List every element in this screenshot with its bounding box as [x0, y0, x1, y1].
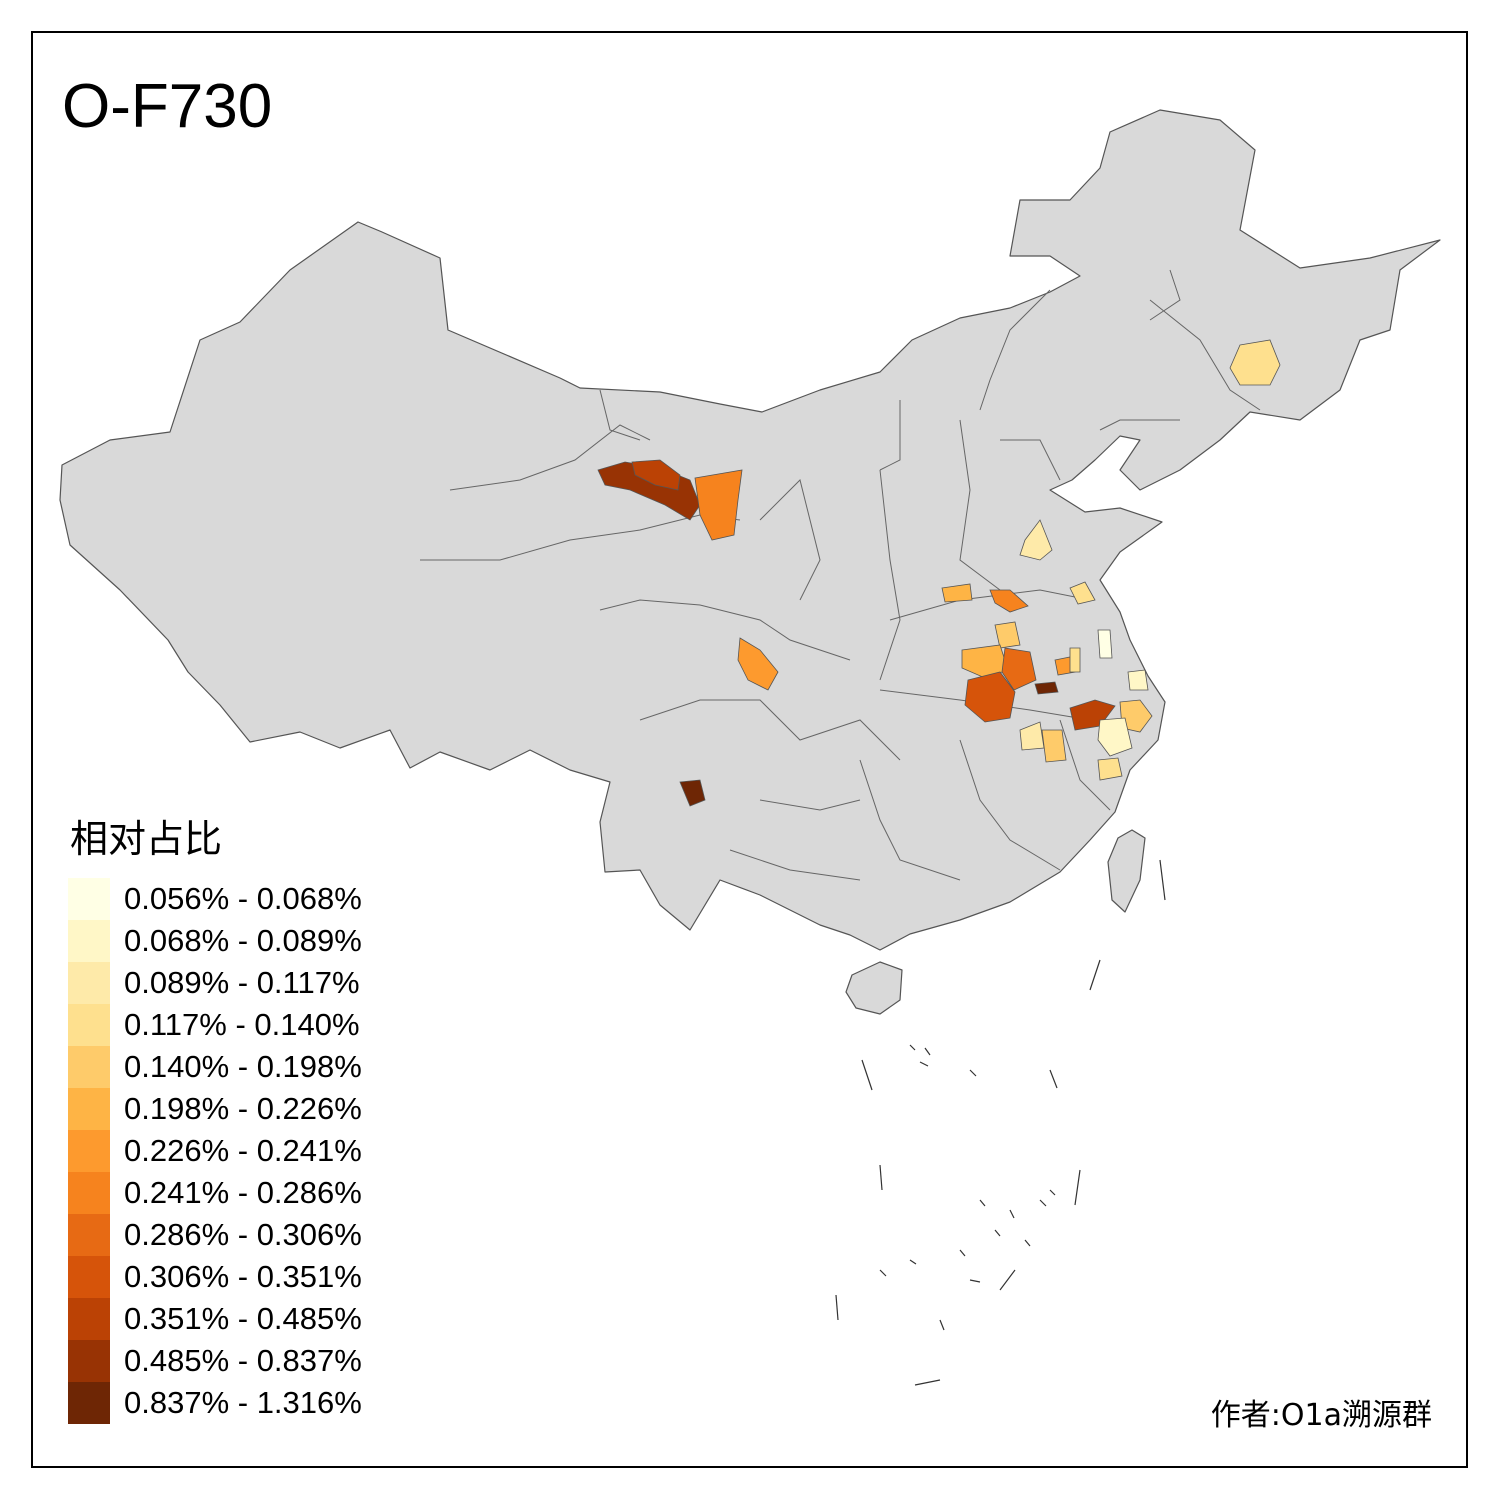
legend-item: 0.226% - 0.241% [68, 1129, 362, 1172]
region-zhejiang-c [1097, 757, 1123, 781]
legend-label: 0.485% - 0.837% [124, 1342, 362, 1378]
legend-swatch [68, 1255, 110, 1298]
map-title: O-F730 [62, 72, 273, 141]
region-anhui-dark [1034, 681, 1059, 695]
legend-label: 0.351% - 0.485% [124, 1300, 362, 1336]
legend-swatch [68, 877, 110, 920]
legend-item: 0.117% - 0.140% [68, 1003, 362, 1046]
legend-swatch [68, 1171, 110, 1214]
legend-label: 0.198% - 0.226% [124, 1090, 362, 1126]
region-hebei [1019, 519, 1053, 561]
legend-item: 0.485% - 0.837% [68, 1339, 362, 1382]
region-anhui-c [1069, 699, 1116, 731]
region-zhejiang-b [1097, 717, 1133, 757]
region-hubei-north [964, 671, 1016, 723]
legend-swatch [68, 1087, 110, 1130]
legend-label: 0.306% - 0.351% [124, 1258, 362, 1294]
legend-item: 0.068% - 0.089% [68, 919, 362, 962]
region-hexi-east [694, 469, 743, 541]
legend-label: 0.117% - 0.140% [124, 1006, 360, 1042]
legend-item: 0.241% - 0.286% [68, 1171, 362, 1214]
legend-swatch [68, 1045, 110, 1088]
legend-label: 0.056% - 0.068% [124, 880, 362, 916]
south-sea-islands [835, 859, 1166, 1386]
legend-label: 0.286% - 0.306% [124, 1216, 362, 1252]
legend-label: 0.837% - 1.316% [124, 1384, 362, 1420]
author-credit: 作者:O1a溯源群 [1210, 1398, 1432, 1433]
region-henan-a [994, 621, 1021, 649]
region-heilongjiang [1229, 339, 1281, 386]
region-henan-c [1001, 647, 1037, 691]
region-sichuan-west [737, 637, 779, 691]
mainland [59, 109, 1441, 951]
legend-item: 0.351% - 0.485% [68, 1297, 362, 1340]
legend-swatch [68, 1297, 110, 1340]
legend-label: 0.089% - 0.117% [124, 964, 360, 1000]
legend-item: 0.140% - 0.198% [68, 1045, 362, 1088]
legend-title: 相对占比 [70, 817, 223, 861]
legend-item: 0.837% - 1.316% [68, 1381, 362, 1424]
legend-swatch [68, 1003, 110, 1046]
legend: 相对占比 0.056% - 0.068% 0.068% - 0.089% 0.0… [68, 817, 362, 1424]
land-mass [59, 109, 1441, 1015]
legend-swatch [68, 1129, 110, 1172]
legend-items: 0.056% - 0.068% 0.068% - 0.089% 0.089% -… [68, 877, 362, 1424]
legend-swatch [68, 1339, 110, 1382]
legend-label: 0.140% - 0.198% [124, 1048, 362, 1084]
map-frame [31, 31, 1468, 1468]
legend-swatch [68, 919, 110, 962]
legend-label: 0.226% - 0.241% [124, 1132, 362, 1168]
legend-label: 0.068% - 0.089% [124, 922, 362, 958]
region-shanxi [941, 583, 973, 603]
legend-swatch [68, 961, 110, 1004]
legend-swatch [68, 1213, 110, 1256]
region-anhui-b [1069, 647, 1081, 673]
region-jiangsu-south [1127, 669, 1149, 691]
legend-item: 0.056% - 0.068% [68, 877, 362, 920]
region-hexi-mid [631, 459, 681, 491]
hainan-island [845, 961, 903, 1015]
legend-item: 0.286% - 0.306% [68, 1213, 362, 1256]
region-jiangsu-north [1097, 629, 1113, 659]
legend-item: 0.198% - 0.226% [68, 1087, 362, 1130]
region-shandong [1069, 581, 1096, 605]
legend-label: 0.241% - 0.286% [124, 1174, 362, 1210]
region-jiangxi-b [1041, 729, 1067, 763]
legend-swatch [68, 1381, 110, 1424]
region-yunnan-west [679, 779, 706, 807]
choropleth-regions [597, 339, 1281, 807]
region-henan-north [989, 589, 1029, 613]
legend-item: 0.306% - 0.351% [68, 1255, 362, 1298]
legend-item: 0.089% - 0.117% [68, 961, 362, 1004]
taiwan-island [1107, 829, 1146, 913]
